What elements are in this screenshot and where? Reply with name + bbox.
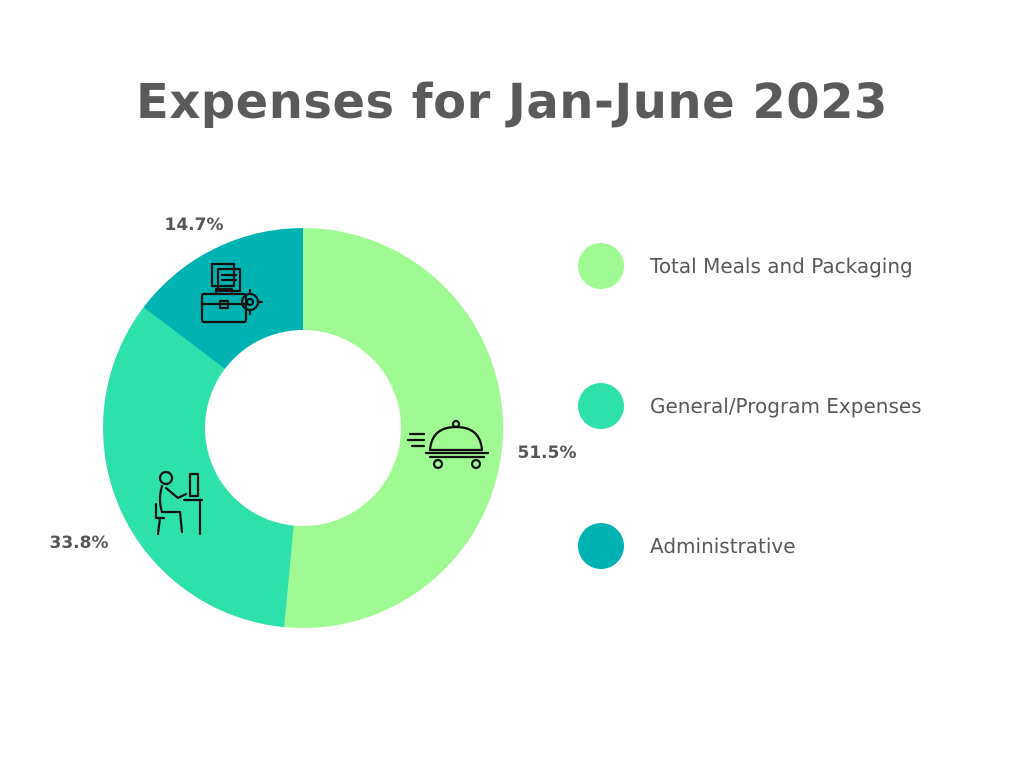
slice-value-label: 33.8% xyxy=(50,533,109,553)
legend-swatch xyxy=(578,383,624,429)
donut-slice-1 xyxy=(284,228,504,628)
donut-slice-2 xyxy=(103,307,294,628)
chart-title: Expenses for Jan-June 2023 xyxy=(136,74,888,130)
briefcase-documents-gear-icon xyxy=(200,262,264,324)
legend-label: General/Program Expenses xyxy=(650,394,922,418)
legend-item-general-program: General/Program Expenses xyxy=(578,383,922,429)
legend-label: Administrative xyxy=(650,534,796,558)
slice-value-label: 14.7% xyxy=(165,215,224,235)
legend-item-administrative: Administrative xyxy=(578,523,796,569)
legend-swatch xyxy=(578,243,624,289)
legend-item-meals: Total Meals and Packaging xyxy=(578,243,913,289)
legend-label: Total Meals and Packaging xyxy=(650,254,913,278)
donut-slice-3 xyxy=(143,227,303,369)
food-cloche-delivery-icon xyxy=(406,419,490,470)
office-worker-desk-icon xyxy=(154,470,204,536)
slice-value-label: 51.5% xyxy=(518,443,577,463)
legend-swatch xyxy=(578,523,624,569)
